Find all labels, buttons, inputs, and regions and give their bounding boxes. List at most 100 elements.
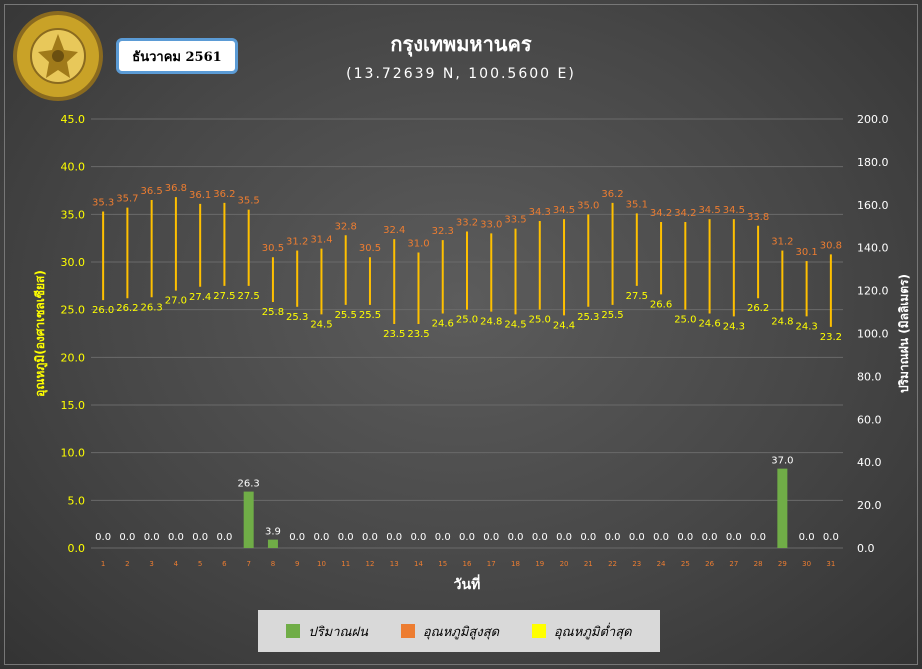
tmin-data-label: 24.8 — [771, 317, 793, 328]
x-tick-label: 7 — [246, 560, 250, 568]
x-tick-label: 18 — [511, 560, 520, 568]
tmin-data-label: 26.0 — [92, 305, 114, 316]
y-axis-title-right: ปริมาณฝน (มิลลิเมตร) — [897, 274, 911, 393]
x-tick-label: 6 — [222, 560, 227, 568]
tmax-data-label: 31.4 — [310, 235, 332, 246]
y-axis-title-left: อุณหภูมิ(องศาเซลเซียส) — [33, 270, 48, 397]
tmax-data-label: 32.3 — [432, 226, 454, 237]
x-tick-label: 30 — [802, 560, 811, 568]
rain-data-label: 0.0 — [702, 532, 718, 543]
tmax-data-label: 36.2 — [601, 189, 623, 200]
tmax-data-label: 30.8 — [820, 240, 842, 251]
x-tick-label: 8 — [271, 560, 275, 568]
rain-data-label: 0.0 — [580, 532, 596, 543]
legend-label-tmin: อุณหภูมิต่ำสุด — [553, 624, 632, 640]
right-tick-label: 0.0 — [857, 542, 875, 555]
tmin-data-label: 24.8 — [480, 317, 502, 328]
right-tick-label: 60.0 — [857, 413, 882, 426]
right-tick-label: 160.0 — [857, 199, 889, 212]
tmin-data-label: 27.5 — [238, 291, 260, 302]
left-tick-label: 10.0 — [61, 447, 86, 460]
left-tick-label: 45.0 — [61, 113, 86, 126]
rain-data-label: 0.0 — [411, 532, 427, 543]
x-tick-label: 27 — [729, 560, 738, 568]
tmax-data-label: 35.3 — [92, 197, 114, 208]
tmax-data-label: 30.5 — [359, 243, 381, 254]
x-tick-label: 17 — [487, 560, 496, 568]
rain-data-label: 0.0 — [556, 532, 572, 543]
left-tick-label: 5.0 — [68, 494, 86, 507]
rain-bar — [267, 539, 278, 548]
tmin-data-label: 23.2 — [820, 332, 842, 343]
legend-swatch-tmax — [400, 624, 415, 638]
left-tick-label: 25.0 — [61, 304, 86, 317]
left-tick-label: 20.0 — [61, 351, 86, 364]
tmin-data-label: 24.5 — [504, 319, 526, 330]
legend-swatch-rain — [286, 624, 301, 638]
rain-data-label: 0.0 — [362, 532, 378, 543]
tmax-data-label: 36.2 — [213, 189, 235, 200]
chart-title: กรุงเทพมหานคร — [390, 32, 532, 56]
tmin-data-label: 25.5 — [335, 310, 357, 321]
tmin-data-label: 25.0 — [529, 315, 551, 326]
tmax-data-label: 30.1 — [795, 247, 817, 258]
tmax-data-label: 31.2 — [286, 237, 308, 248]
rain-data-label: 0.0 — [119, 532, 135, 543]
x-tick-label: 24 — [657, 560, 666, 568]
rain-data-label: 37.0 — [771, 456, 793, 467]
rain-data-label: 0.0 — [726, 532, 742, 543]
month-label: ธันวาคม 2561 — [116, 38, 238, 74]
tmin-data-label: 25.3 — [286, 312, 308, 323]
x-tick-label: 28 — [754, 560, 763, 568]
tmin-data-label: 26.2 — [747, 303, 769, 314]
tmax-data-label: 32.4 — [383, 225, 405, 236]
rain-data-label: 0.0 — [289, 532, 305, 543]
rain-data-label: 0.0 — [144, 532, 160, 543]
legend-item-tmin: อุณหภูมิต่ำสุด — [531, 621, 632, 642]
x-tick-label: 4 — [174, 560, 179, 568]
tmin-data-label: 27.4 — [189, 292, 211, 303]
rain-bar — [777, 468, 788, 548]
x-tick-label: 16 — [463, 560, 472, 568]
left-tick-label: 30.0 — [61, 256, 86, 269]
tmax-data-label: 31.0 — [407, 238, 429, 249]
tmin-data-label: 24.4 — [553, 320, 575, 331]
legend-item-rain: ปริมาณฝน — [286, 621, 368, 642]
rain-data-label: 0.0 — [168, 532, 184, 543]
rain-data-label: 0.0 — [216, 532, 232, 543]
tmax-data-label: 34.2 — [674, 208, 696, 219]
x-tick-label: 26 — [705, 560, 714, 568]
rain-data-label: 0.0 — [386, 532, 402, 543]
rain-data-label: 0.0 — [677, 532, 693, 543]
x-tick-label: 25 — [681, 560, 690, 568]
right-tick-label: 40.0 — [857, 456, 882, 469]
tmax-data-label: 33.0 — [480, 219, 502, 230]
tmax-data-label: 35.7 — [116, 194, 138, 205]
x-tick-label: 10 — [317, 560, 326, 568]
tmin-data-label: 24.6 — [432, 318, 454, 329]
left-tick-label: 35.0 — [61, 208, 86, 221]
left-tick-label: 40.0 — [61, 161, 86, 174]
legend-swatch-tmin — [531, 624, 546, 638]
tmax-data-label: 34.3 — [529, 207, 551, 218]
tmin-data-label: 24.5 — [310, 319, 332, 330]
x-axis-title: วันที่ — [454, 574, 481, 593]
meteorological-department-logo — [13, 11, 103, 101]
rain-data-label: 0.0 — [95, 532, 111, 543]
tmin-data-label: 23.5 — [383, 329, 405, 340]
tmax-data-label: 34.5 — [698, 205, 720, 216]
x-tick-label: 21 — [584, 560, 593, 568]
x-tick-label: 3 — [149, 560, 153, 568]
x-tick-label: 1 — [101, 560, 105, 568]
rain-data-label: 0.0 — [338, 532, 354, 543]
rain-data-label: 0.0 — [435, 532, 451, 543]
x-tick-label: 22 — [608, 560, 617, 568]
tmax-data-label: 32.8 — [335, 221, 357, 232]
rain-data-label: 0.0 — [629, 532, 645, 543]
x-tick-label: 15 — [438, 560, 447, 568]
rain-data-label: 0.0 — [508, 532, 524, 543]
tmax-data-label: 34.2 — [650, 208, 672, 219]
tmin-data-label: 24.3 — [723, 321, 745, 332]
tmax-data-label: 34.5 — [723, 205, 745, 216]
legend-label-tmax: อุณหภูมิสูงสุด — [422, 624, 500, 640]
